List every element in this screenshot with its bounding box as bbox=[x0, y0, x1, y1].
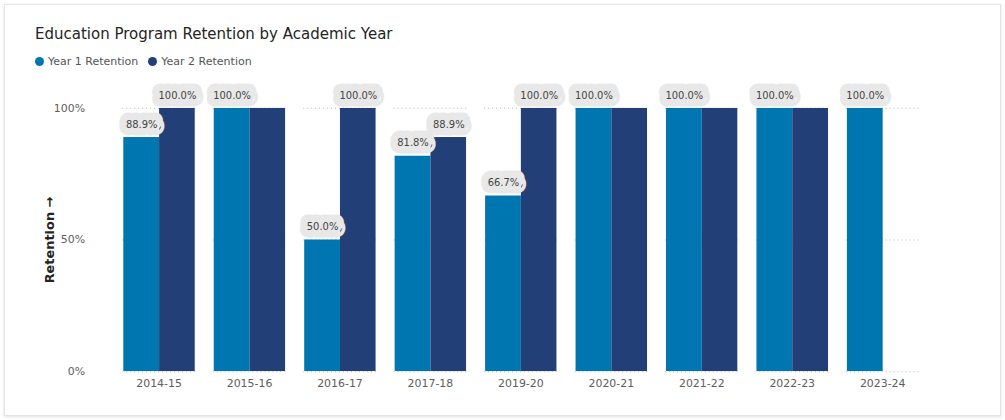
svg-text:50.0%: 50.0% bbox=[307, 221, 339, 232]
svg-text:81.8%: 81.8% bbox=[397, 137, 429, 148]
svg-text:100.0%: 100.0% bbox=[846, 90, 884, 101]
svg-text:100%: 100% bbox=[54, 102, 85, 115]
svg-text:2022-23: 2022-23 bbox=[769, 377, 815, 390]
html-text:Year 1 Retention: Year 1 Retention bbox=[48, 55, 139, 68]
svg-text:Retention →: Retention → bbox=[42, 196, 57, 283]
html-text:Education Program Retention by: Education Program Retention by Academic … bbox=[35, 25, 393, 43]
html-text:Year 2 Retention: Year 2 Retention bbox=[161, 55, 252, 68]
svg-text:100.0%: 100.0% bbox=[339, 90, 377, 101]
svg-text:66.7%: 66.7% bbox=[488, 177, 520, 188]
svg-text:2017-18: 2017-18 bbox=[408, 377, 454, 390]
svg-text:2016-17: 2016-17 bbox=[317, 377, 363, 390]
svg-text:2015-16: 2015-16 bbox=[227, 377, 273, 390]
svg-text:100.0%: 100.0% bbox=[520, 90, 558, 101]
svg-text:0%: 0% bbox=[68, 365, 85, 378]
svg-text:50%: 50% bbox=[61, 233, 85, 246]
svg-text:100.0%: 100.0% bbox=[213, 90, 251, 101]
svg-text:100.0%: 100.0% bbox=[665, 90, 703, 101]
svg-text:2014-15: 2014-15 bbox=[136, 377, 182, 390]
svg-text:2021-22: 2021-22 bbox=[679, 377, 725, 390]
svg-text:88.9%: 88.9% bbox=[126, 119, 158, 130]
svg-text:100.0%: 100.0% bbox=[756, 90, 794, 101]
svg-text:2023-24: 2023-24 bbox=[860, 377, 906, 390]
svg-text:2019-20: 2019-20 bbox=[498, 377, 544, 390]
svg-text:88.9%: 88.9% bbox=[433, 119, 465, 130]
svg-text:100.0%: 100.0% bbox=[159, 90, 197, 101]
svg-text:100.0%: 100.0% bbox=[575, 90, 613, 101]
svg-text:2020-21: 2020-21 bbox=[589, 377, 635, 390]
